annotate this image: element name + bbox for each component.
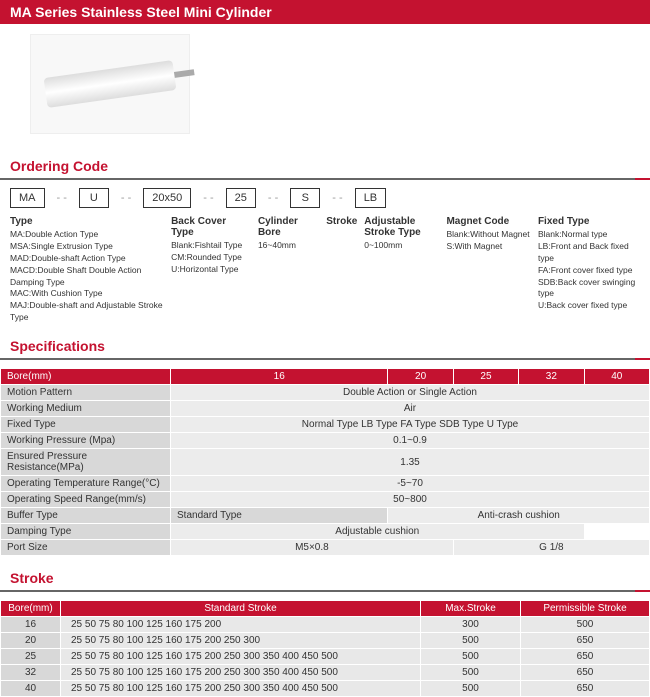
code-column: Magnet CodeBlank:Without MagnetS:With Ma… (446, 216, 530, 324)
page-title: MA Series Stainless Steel Mini Cylinder (0, 0, 650, 24)
code-box: LB (355, 188, 386, 208)
spec-table: Bore(mm)1620253240Motion PatternDouble A… (0, 368, 650, 556)
separator: - - (268, 192, 278, 204)
stroke-heading: Stroke (0, 566, 650, 592)
stroke-table: Bore(mm)Standard StrokeMax.StrokePermiss… (0, 600, 650, 697)
code-column: TypeMA:Double Action TypeMSA:Single Extr… (10, 216, 163, 324)
code-column: Cylinder Bore16~40mm (258, 216, 318, 324)
code-box: 20x50 (143, 188, 191, 208)
code-box: S (290, 188, 320, 208)
code-column: Stroke (326, 216, 356, 324)
ordering-code-row: MA - - U - - 20x50 - - 25 - - S - - LB (0, 188, 650, 216)
ordering-labels: TypeMA:Double Action TypeMSA:Single Extr… (0, 216, 650, 324)
separator: - - (203, 192, 213, 204)
code-column: Back Cover TypeBlank:Fishtail TypeCM:Rou… (171, 216, 250, 324)
code-column: Adjustable Stroke Type0~100mm (364, 216, 438, 324)
separator: - - (332, 192, 342, 204)
product-image (30, 34, 190, 134)
code-box: MA (10, 188, 45, 208)
code-box: U (79, 188, 109, 208)
separator: - - (57, 192, 67, 204)
code-column: Fixed TypeBlank:Normal typeLB:Front and … (538, 216, 640, 324)
spec-heading: Specifications (0, 334, 650, 360)
code-box: 25 (226, 188, 256, 208)
separator: - - (121, 192, 131, 204)
ordering-heading: Ordering Code (0, 154, 650, 180)
